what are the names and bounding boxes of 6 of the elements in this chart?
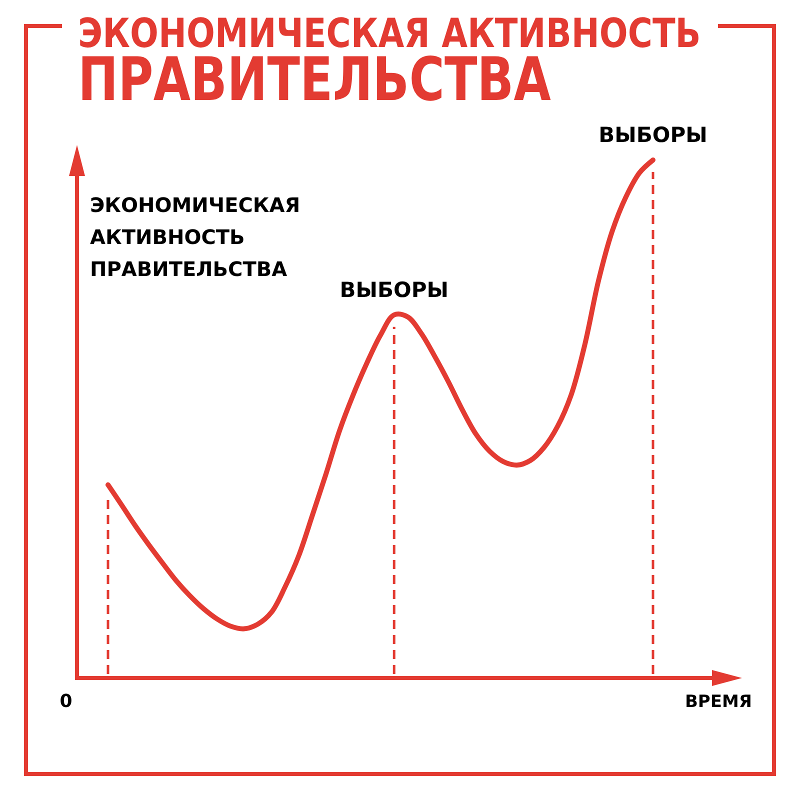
annotation: ВЫБОРЫ xyxy=(598,123,708,147)
annotation: ВЫБОРЫ xyxy=(340,278,449,302)
x-axis-title: ВРЕМЯ xyxy=(684,692,752,712)
y-axis-title: ЭКОНОМИЧЕСКАЯ АКТИВНОСТЬ ПРАВИТЕЛЬСТВА xyxy=(90,193,300,281)
chart-title: ЭКОНОМИЧЕСКАЯ АКТИВНОСТЬ ПРАВИТЕЛЬСТВА xyxy=(78,10,701,114)
text: 0 xyxy=(60,691,72,712)
